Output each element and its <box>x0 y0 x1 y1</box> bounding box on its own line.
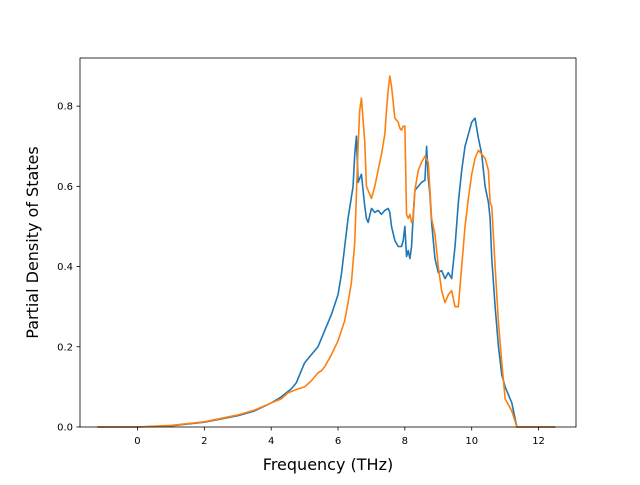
y-tick-label: 0.0 <box>57 423 73 434</box>
x-axis-ticks: 0 2 4 6 8 10 12 <box>134 427 545 447</box>
x-tick-label: 10 <box>465 436 478 447</box>
y-tick-label: 0.6 <box>57 182 73 193</box>
x-axis-label: Frequency (THz) <box>263 455 393 474</box>
y-tick-label: 0.2 <box>57 342 73 353</box>
axes-frame <box>79 57 577 428</box>
x-tick-label: 8 <box>402 436 408 447</box>
x-tick-label: 6 <box>335 436 341 447</box>
x-tick-label: 0 <box>134 436 140 447</box>
y-tick-label: 0.4 <box>57 262 73 273</box>
y-axis-ticks: 0.0 0.2 0.4 0.6 0.8 <box>57 102 80 434</box>
series-line-2 <box>97 75 556 428</box>
series-line-1 <box>97 117 556 428</box>
y-axis-label: Partial Density of States <box>23 146 42 338</box>
x-tick-label: 4 <box>268 436 274 447</box>
series-layer <box>97 75 556 428</box>
x-tick-label: 12 <box>532 436 545 447</box>
x-tick-label: 2 <box>201 436 207 447</box>
y-tick-label: 0.8 <box>57 102 73 113</box>
